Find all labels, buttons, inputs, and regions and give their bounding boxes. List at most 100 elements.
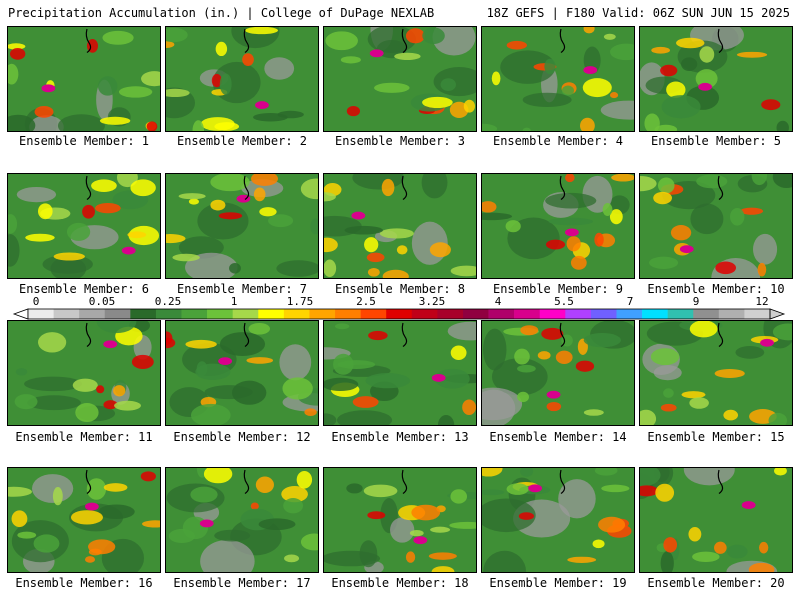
ensemble-member-label: Ensemble Member: 8 <box>334 282 466 296</box>
ensemble-member-label: Ensemble Member: 6 <box>18 282 150 296</box>
ensemble-member-map[interactable] <box>481 26 635 132</box>
ensemble-member-map[interactable] <box>639 26 793 132</box>
precip-field <box>482 174 634 278</box>
colorbar-min-arrow <box>12 308 29 320</box>
ensemble-member-label: Ensemble Member: 3 <box>334 134 466 148</box>
ensemble-member-map[interactable] <box>639 467 793 573</box>
ensemble-member-label: Ensemble Member: 15 <box>647 430 785 444</box>
colorbar-tick-label: 1 <box>231 295 238 308</box>
ensemble-member-map[interactable] <box>323 467 477 573</box>
ensemble-member-map[interactable] <box>481 320 635 426</box>
colorbar-swatch <box>488 309 515 319</box>
colorbar-swatch <box>462 309 489 319</box>
colorbar-swatch <box>718 309 745 319</box>
lake-outline <box>243 469 250 494</box>
colorbar-swatch <box>539 309 566 319</box>
ensemble-member-map[interactable] <box>7 467 161 573</box>
ensemble-member-map[interactable] <box>323 320 477 426</box>
precip-field <box>482 27 634 131</box>
precip-field <box>324 174 476 278</box>
colorbar-swatch <box>411 309 438 319</box>
ensemble-member-label: Ensemble Member: 9 <box>492 282 624 296</box>
precip-field <box>324 27 476 131</box>
ensemble-member-label: Ensemble Member: 12 <box>173 430 311 444</box>
ensemble-member-map[interactable] <box>7 173 161 279</box>
colorbar-swatch <box>514 309 541 319</box>
ensemble-member-label: Ensemble Member: 11 <box>15 430 153 444</box>
ensemble-member-label: Ensemble Member: 10 <box>647 282 785 296</box>
colorbar-swatch <box>104 309 131 319</box>
colorbar-swatch <box>642 309 668 319</box>
map-title: Precipitation Accumulation (in.) | Colle… <box>8 6 435 20</box>
colorbar-tick-label: 5.5 <box>554 295 574 308</box>
precip-field <box>166 468 318 572</box>
colorbar-tick-label: 9 <box>693 295 700 308</box>
colorbar-swatch <box>53 309 80 319</box>
ensemble-member-label: Ensemble Member: 17 <box>173 576 311 590</box>
lake-outline <box>85 28 92 53</box>
colorbar-tick-label: 4 <box>495 295 502 308</box>
precip-field <box>8 174 160 278</box>
lake-outline <box>401 175 408 200</box>
lake-outline <box>717 175 724 200</box>
ensemble-member-map[interactable] <box>165 173 319 279</box>
colorbar-tick-label: 0.05 <box>89 295 116 308</box>
colorbar-swatch <box>386 309 413 319</box>
ensemble-member-map[interactable] <box>639 173 793 279</box>
lake-outline <box>401 28 408 53</box>
colorbar-swatch <box>181 309 208 319</box>
colorbar-swatch <box>258 309 285 319</box>
lake-outline <box>559 322 566 347</box>
precip-field <box>324 468 476 572</box>
ensemble-member-label: Ensemble Member: 14 <box>489 430 627 444</box>
lake-outline <box>85 322 92 347</box>
ensemble-member-label: Ensemble Member: 1 <box>18 134 150 148</box>
ensemble-member-label: Ensemble Member: 16 <box>15 576 153 590</box>
colorbar-swatch <box>590 309 617 319</box>
ensemble-member-map[interactable] <box>165 26 319 132</box>
colorbar-tick-label: 0.25 <box>155 295 182 308</box>
ensemble-member-map[interactable] <box>7 320 161 426</box>
precip-field <box>482 468 634 572</box>
ensemble-member-map[interactable] <box>481 173 635 279</box>
colorbar-swatch <box>79 309 106 319</box>
precip-field <box>640 27 792 131</box>
precip-colorbar: 0 0.05 0.25 1 1.75 2.5 3.25 4 5.5 7 9 12 <box>12 295 786 320</box>
ensemble-member-map[interactable] <box>481 467 635 573</box>
lake-outline <box>559 28 566 53</box>
precip-field <box>324 321 476 425</box>
lake-outline <box>243 175 250 200</box>
colorbar-tick-label: 7 <box>627 295 634 308</box>
precip-field <box>166 174 318 278</box>
ensemble-member-map[interactable] <box>639 320 793 426</box>
colorbar-swatch <box>232 309 259 319</box>
colorbar-swatch <box>309 309 336 319</box>
lake-outline <box>243 322 250 347</box>
colorbar-swatch <box>360 309 387 319</box>
precip-field <box>482 321 634 425</box>
ensemble-member-map[interactable] <box>323 173 477 279</box>
lake-outline <box>401 469 408 494</box>
colorbar-swatch <box>437 309 464 319</box>
colorbar-swatch <box>693 309 720 319</box>
ensemble-member-map[interactable] <box>7 26 161 132</box>
colorbar-tick-label: 3.25 <box>419 295 446 308</box>
ensemble-member-label: Ensemble Member: 20 <box>647 576 785 590</box>
precip-field <box>166 27 318 131</box>
colorbar-tick-label: 1.75 <box>287 295 314 308</box>
colorbar-swatch <box>283 309 310 319</box>
lake-outline <box>559 469 566 494</box>
lake-outline <box>717 28 724 53</box>
colorbar-swatch <box>616 309 643 319</box>
lake-outline <box>401 322 408 347</box>
ensemble-member-map[interactable] <box>165 320 319 426</box>
ensemble-member-map[interactable] <box>323 26 477 132</box>
colorbar-tick-label: 0 <box>33 295 40 308</box>
precip-field <box>8 468 160 572</box>
precip-field <box>640 468 792 572</box>
ensemble-member-map[interactable] <box>165 467 319 573</box>
colorbar-swatch <box>155 309 182 319</box>
colorbar-swatch <box>565 309 592 319</box>
lake-outline <box>717 322 724 347</box>
lake-outline <box>85 175 92 200</box>
